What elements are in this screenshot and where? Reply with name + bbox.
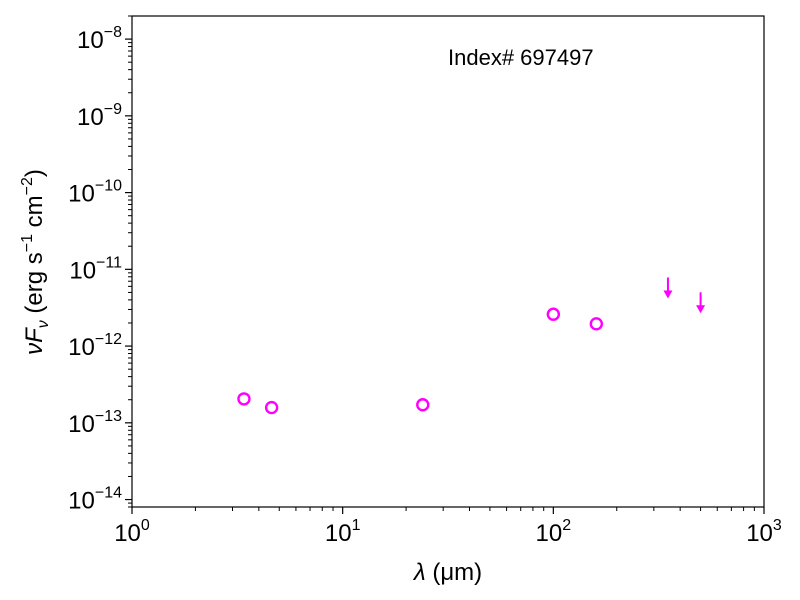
y-tick-label: 10−8 [77,24,122,54]
y-tick-label: 10−14 [68,485,122,515]
axis-ticks: 100 101 102 103 10−14 10−13 10−12 10−11 10−10 10−… [68,15,782,547]
x-tick-label: 101 [325,517,361,547]
plot-frame [131,15,765,508]
x-tick-label: 102 [536,517,572,547]
upper-limit-arrow [663,277,673,299]
detection-point [589,317,604,331]
y-tick-label: 10−10 [68,178,122,208]
y-tick-label: 10−12 [68,331,122,361]
y-tick-label: 10−11 [69,254,122,284]
detection-point [264,400,279,415]
y-tick-label: 10−9 [77,101,122,131]
upper-limit-arrow [696,292,706,314]
index-annotation: Index# 697497 [448,45,594,70]
y-axis-label: νFν (erg s−1 cm−2) [19,169,52,355]
x-tick-label: 103 [746,517,782,547]
x-tick-label: 100 [114,517,150,547]
x-axis-label: λ (μm) [412,559,482,586]
data-marks [237,277,706,415]
detection-point [546,307,561,321]
y-tick-label: 10−13 [68,408,122,438]
detection-point [416,398,430,412]
detection-point [237,392,251,406]
